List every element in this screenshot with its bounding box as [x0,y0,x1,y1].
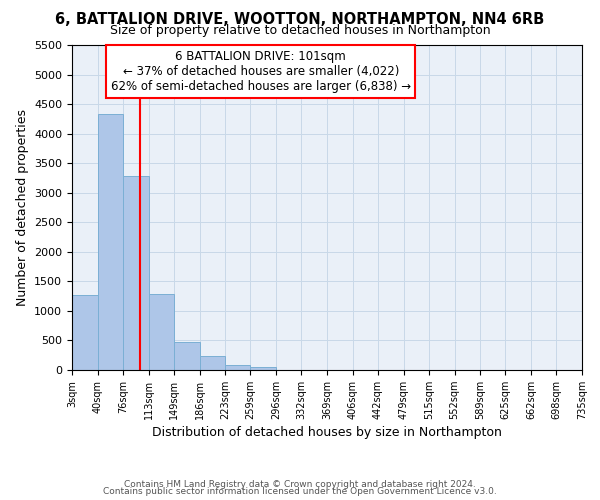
Text: Size of property relative to detached houses in Northampton: Size of property relative to detached ho… [110,24,490,37]
Bar [72,295,98,370]
Bar [123,176,149,370]
Text: 6 BATTALION DRIVE: 101sqm
← 37% of detached houses are smaller (4,022)
62% of se: 6 BATTALION DRIVE: 101sqm ← 37% of detac… [110,50,411,93]
Bar [174,342,199,370]
Text: Contains public sector information licensed under the Open Government Licence v3: Contains public sector information licen… [103,487,497,496]
Bar [149,294,174,370]
Text: Contains HM Land Registry data © Crown copyright and database right 2024.: Contains HM Land Registry data © Crown c… [124,480,476,489]
Bar [98,114,123,370]
Bar [250,367,276,370]
Text: 6, BATTALION DRIVE, WOOTTON, NORTHAMPTON, NN4 6RB: 6, BATTALION DRIVE, WOOTTON, NORTHAMPTON… [55,12,545,28]
Bar [225,366,250,370]
Bar [199,356,225,370]
X-axis label: Distribution of detached houses by size in Northampton: Distribution of detached houses by size … [152,426,502,439]
Y-axis label: Number of detached properties: Number of detached properties [16,109,29,306]
